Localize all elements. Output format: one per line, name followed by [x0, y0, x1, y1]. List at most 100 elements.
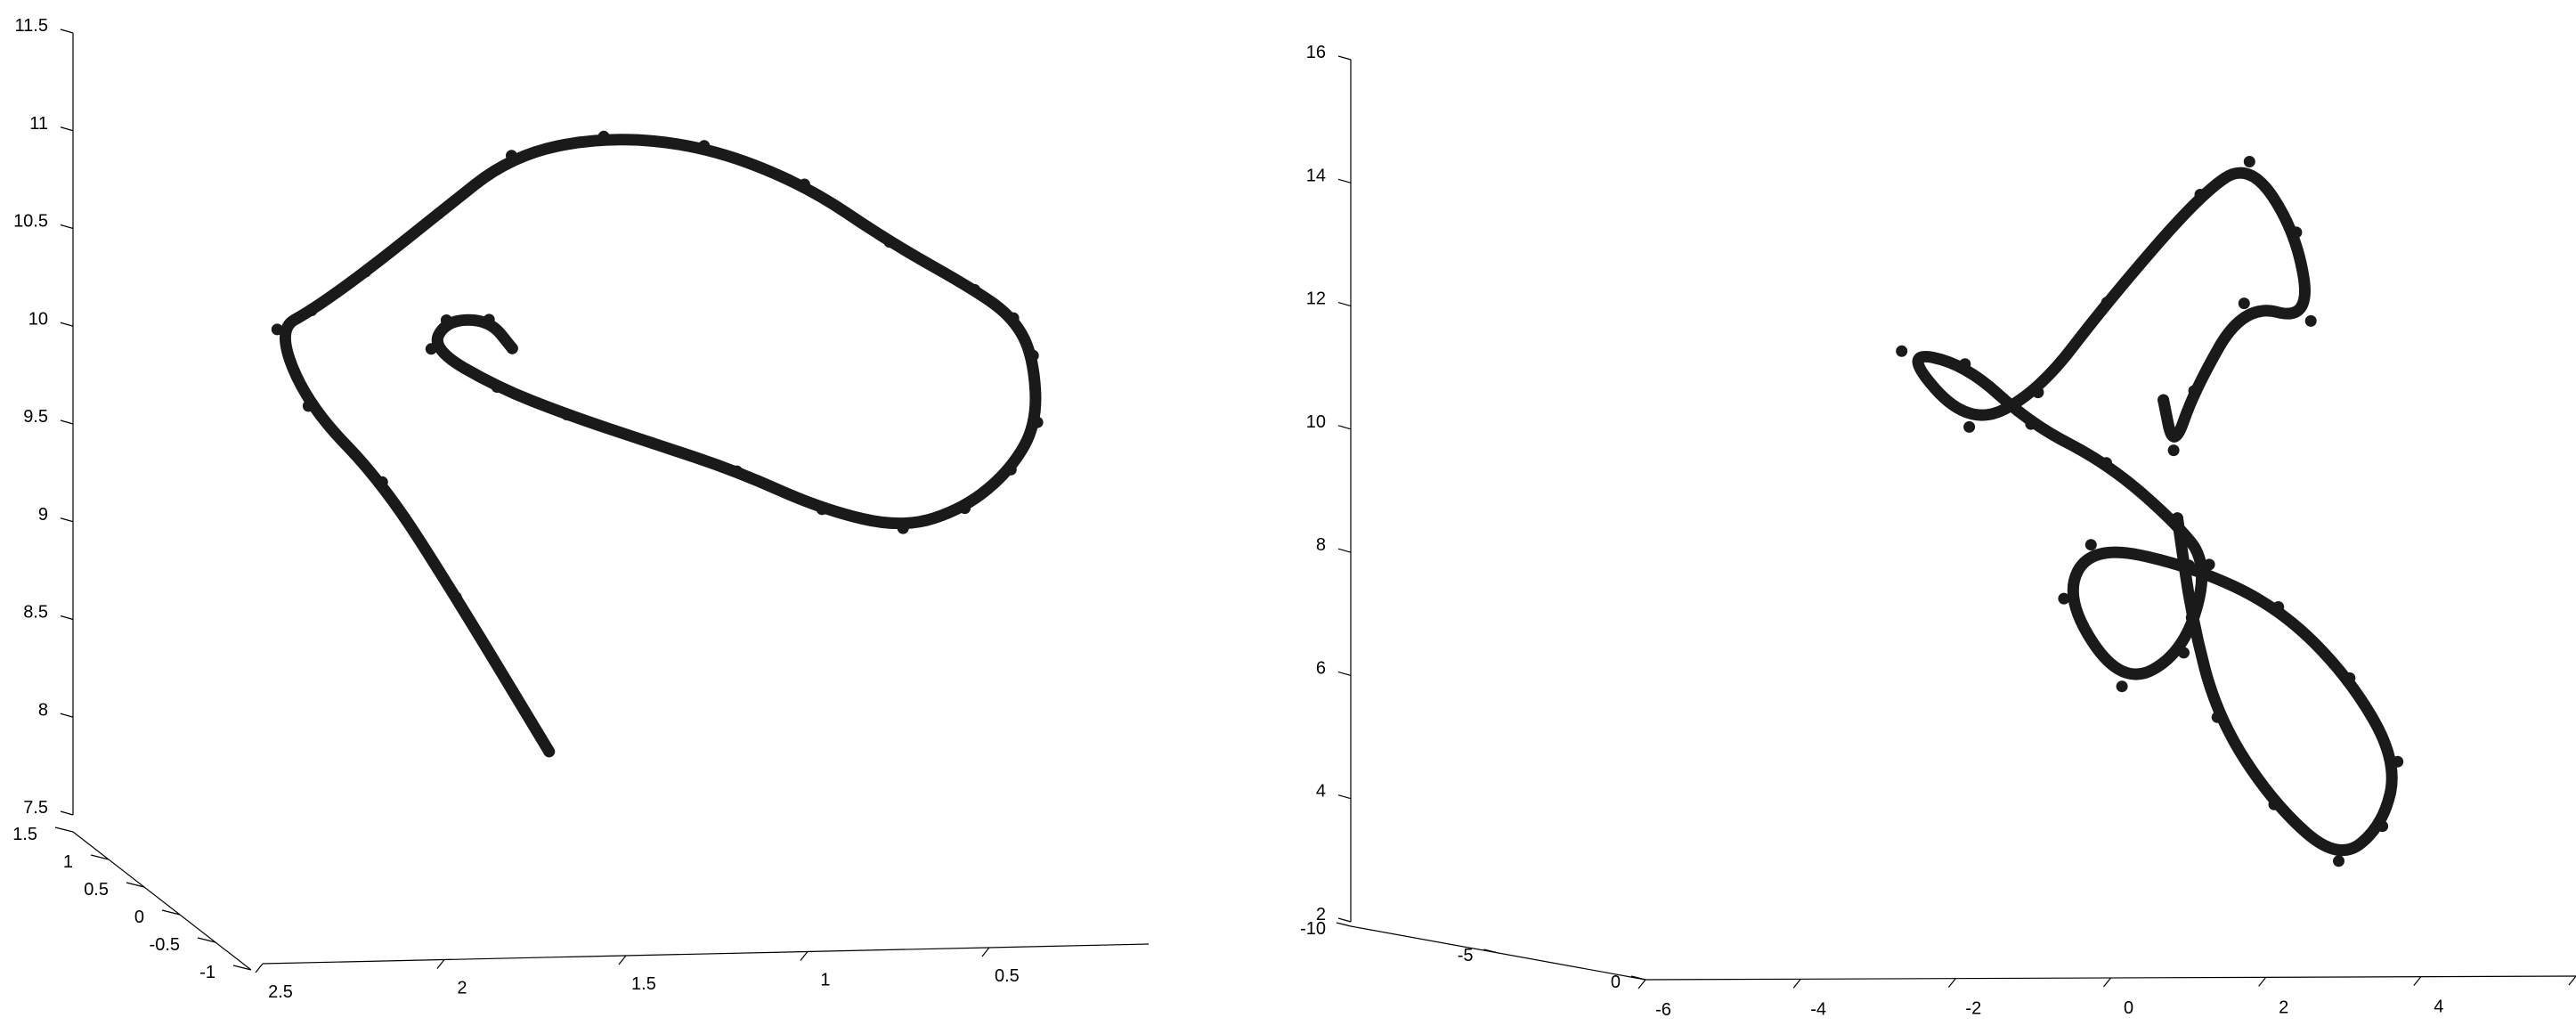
data-point: [597, 130, 610, 142]
data-point: [440, 314, 452, 326]
data-point: [302, 400, 314, 412]
x-tick-label: -2: [1965, 999, 1981, 1019]
z-tick: [60, 615, 74, 621]
y-tick-label: 0.5: [84, 880, 109, 900]
data-point: [798, 178, 810, 191]
data-point: [506, 342, 518, 354]
z-tick: [60, 224, 74, 230]
x-tick: [618, 955, 627, 965]
x-tick-label: 2: [457, 978, 467, 998]
z-tick-label: 10: [28, 309, 48, 329]
y-tick-label: -0.5: [150, 935, 180, 955]
y-tick: [232, 965, 252, 971]
y-tick-label: 1.5: [12, 825, 37, 844]
data-point: [450, 591, 462, 604]
data-point: [543, 745, 556, 758]
x-tick: [981, 947, 990, 957]
z-tick-label: 4: [1316, 782, 1326, 802]
z-tick: [60, 28, 74, 34]
y-tick: [1630, 975, 1646, 981]
z-tick-label: 2: [1316, 905, 1326, 924]
x-tick-label: 2: [2279, 998, 2288, 1017]
z-tick: [1337, 794, 1352, 800]
x-tick-label: 0: [2124, 998, 2133, 1018]
data-point: [2290, 226, 2303, 239]
x-tick: [2413, 976, 2422, 987]
data-point: [2211, 711, 2223, 723]
z-tick-label: 10: [1306, 412, 1326, 432]
y-tick-label: 0: [1611, 973, 1621, 992]
data-point: [2171, 512, 2183, 525]
data-point: [2188, 385, 2200, 397]
z-tick-label: 14: [1306, 166, 1326, 185]
data-point: [305, 305, 318, 316]
x-tick: [1947, 978, 1956, 989]
data-point: [2101, 457, 2112, 469]
z-tick-label: 8.5: [23, 603, 48, 623]
data-point: [2344, 672, 2356, 684]
y-axis-line: [72, 831, 252, 971]
z-tick-label: 12: [1306, 289, 1326, 309]
data-point: [2238, 297, 2250, 310]
data-point: [491, 381, 503, 393]
z-tick: [60, 126, 74, 132]
data-point: [2333, 855, 2344, 867]
data-point: [1031, 416, 1044, 428]
data-point: [1004, 463, 1017, 476]
z-tick-label: 11: [29, 114, 48, 134]
z-tick: [1337, 917, 1352, 923]
y-tick: [54, 826, 74, 833]
data-point: [1963, 420, 1976, 433]
z-tick: [60, 419, 74, 425]
x-tick: [2103, 977, 2111, 988]
data-point: [2304, 314, 2317, 327]
z-tick: [1337, 55, 1352, 61]
y-tick-label: -1: [199, 963, 215, 982]
y-tick-label: 0: [134, 908, 144, 927]
data-point: [2158, 394, 2170, 406]
z-tick-label: 9.5: [23, 407, 48, 427]
data-point: [698, 140, 711, 152]
data-point: [1896, 345, 1908, 357]
data-point: [2025, 418, 2037, 430]
data-point: [646, 436, 658, 449]
data-point: [2178, 647, 2190, 659]
series-trace: [280, 134, 1042, 758]
x-tick: [255, 963, 264, 973]
data-point: [2377, 820, 2389, 833]
data-point: [359, 265, 371, 278]
data-point: [2116, 680, 2128, 693]
data-point: [561, 409, 573, 421]
x-tick-label: 2.5: [268, 982, 293, 1002]
data-point: [816, 503, 828, 516]
series-trace: [1912, 167, 2398, 857]
data-point: [897, 522, 909, 534]
x-tick: [2568, 975, 2576, 986]
x-tick-label: 4: [2434, 998, 2443, 1017]
data-point: [2032, 387, 2044, 399]
data-point: [506, 150, 517, 162]
z-tick-label: 8: [1316, 535, 1326, 555]
x-tick-label: 1.5: [631, 974, 656, 994]
data-point: [2167, 444, 2180, 457]
x-tick: [1637, 979, 1646, 989]
z-tick-label: 16: [1306, 43, 1326, 62]
z-tick-label: 9: [38, 505, 48, 525]
data-point: [959, 502, 971, 515]
z-tick-label: 7.5: [23, 798, 48, 818]
data-point: [2392, 755, 2404, 768]
x-tick-label: -4: [1810, 999, 1826, 1019]
data-point: [2185, 612, 2198, 623]
y-tick-label: -10: [1300, 919, 1326, 939]
z-tick: [60, 810, 74, 816]
x-tick-label: -6: [1655, 1000, 1671, 1020]
x-tick: [436, 959, 445, 969]
data-point: [425, 343, 437, 355]
y-tick: [126, 882, 145, 888]
x-axis-line: [262, 943, 1150, 965]
data-point: [271, 323, 283, 336]
data-point: [2203, 558, 2215, 571]
x-tick: [800, 951, 809, 961]
y-tick: [197, 937, 216, 943]
